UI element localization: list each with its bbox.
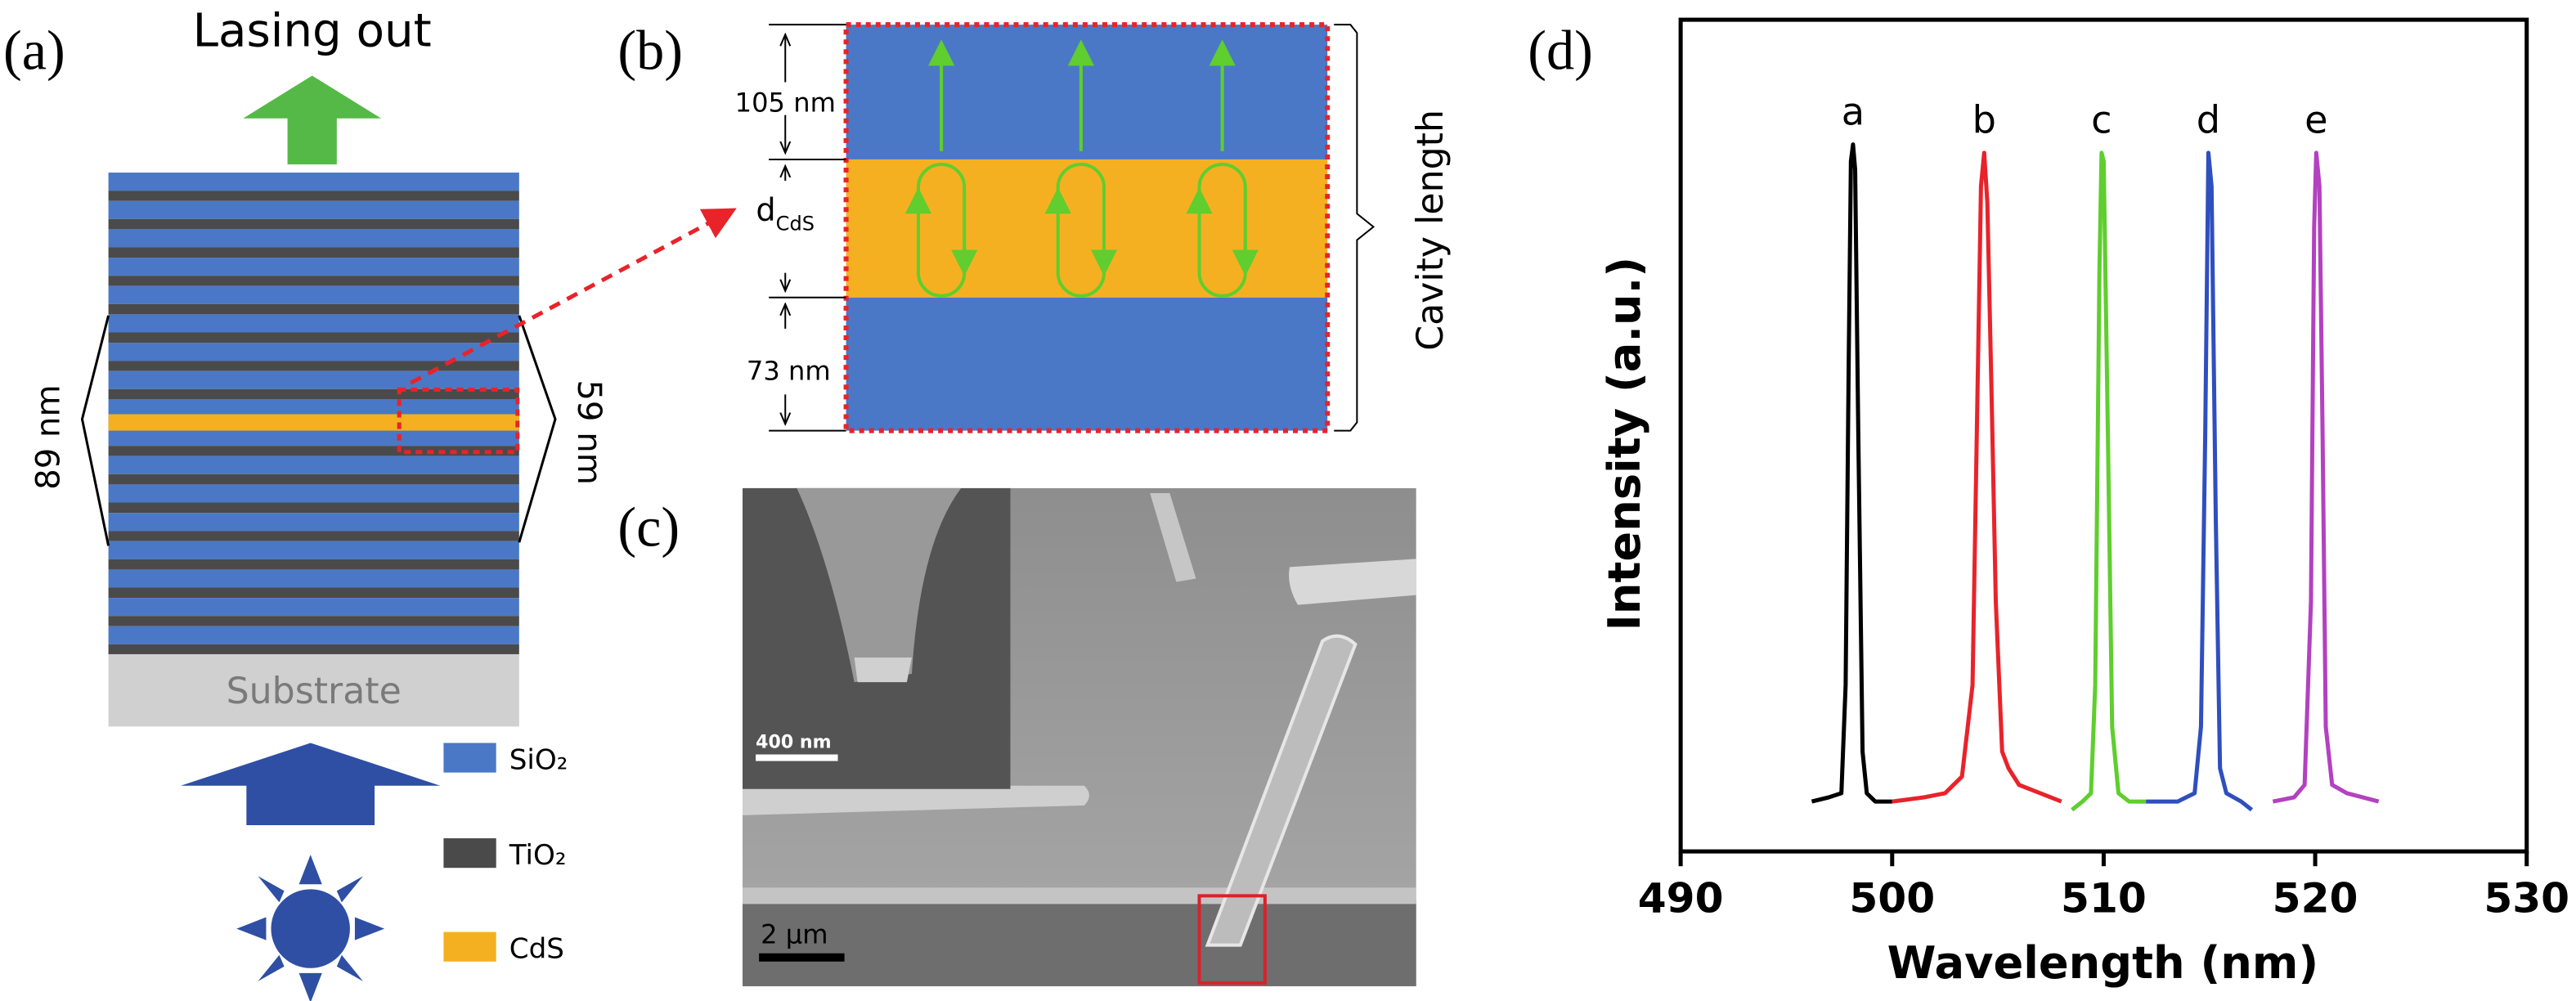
sio2-layer [108, 173, 519, 191]
sio2-layer [108, 399, 519, 418]
sio2-layer [108, 343, 519, 361]
x-tick-label: 530 [2484, 873, 2569, 922]
tio2-layer [108, 446, 519, 456]
sio2-layer [108, 513, 519, 532]
sio2-layer [108, 200, 519, 219]
legend-swatch [443, 838, 496, 869]
sio2-layer [846, 25, 1328, 159]
thickness-label: 73 nm [747, 355, 831, 386]
tio2-layer [108, 191, 519, 201]
dimension-lines [769, 24, 1376, 432]
mode-loop [1197, 162, 1247, 298]
tio2-layer [108, 276, 519, 286]
plot: 490 500 510 520 530 a b c d e [1638, 90, 2569, 922]
sio2-layer [108, 258, 519, 276]
sem-image [743, 487, 1416, 986]
plot-frame [1678, 17, 2529, 854]
sio2-layer [108, 370, 519, 389]
spectrum-line [2071, 150, 2147, 812]
spectrum-line [2146, 150, 2254, 812]
thickness-label: 105 nm [735, 88, 836, 119]
d-symbol: d [756, 192, 775, 228]
zoom-box [397, 387, 520, 455]
d-subscript: CdS [776, 212, 815, 235]
spectrum-line [2272, 150, 2380, 804]
tio2-layer [108, 502, 519, 514]
series-label: d [2197, 98, 2220, 142]
sio2-layer [108, 314, 519, 333]
sio2-layer [108, 285, 519, 304]
sio2-layer [108, 456, 519, 474]
panel-label: (a) [3, 19, 65, 81]
lasing-arrow [243, 75, 382, 164]
bracket [518, 315, 557, 543]
tio2-layer [108, 587, 519, 599]
sio2-layer [108, 484, 519, 503]
mode-loop [1056, 162, 1106, 298]
tio2-layer [108, 332, 519, 343]
legend-label: SiO₂ [509, 744, 568, 777]
sio2-layer [108, 428, 519, 447]
tio2-layer [108, 559, 519, 570]
zoom-frame [843, 22, 1331, 433]
panel-label: (d) [1528, 19, 1593, 81]
cavity-label: Cavity length [1410, 110, 1452, 351]
panel-label: (b) [617, 19, 683, 81]
sio2-layer [108, 229, 519, 248]
bracket [80, 315, 110, 546]
tio2-layer [108, 303, 519, 315]
tio2-layer [108, 531, 519, 541]
series-label: b [1972, 98, 1996, 142]
sun-icon [236, 855, 385, 1001]
x-tick-label: 500 [1849, 873, 1935, 922]
zoom-arrow [410, 208, 737, 385]
x-tick-label: 510 [2061, 873, 2147, 922]
mode-loop [916, 162, 967, 298]
y-axis-label: Intensity (a.u.) [1599, 257, 1650, 631]
legend-label: CdS [509, 933, 564, 966]
spectrum-line [1811, 142, 1892, 804]
x-tick-label: 520 [2273, 873, 2358, 922]
layer-stack [108, 173, 519, 655]
spectrum-line [1892, 150, 2062, 804]
x-tick-label: 490 [1638, 873, 1724, 922]
series-label: c [2091, 98, 2112, 142]
legend-swatch [443, 743, 496, 773]
sio2-layer [846, 297, 1328, 431]
cds-layer [108, 414, 519, 431]
sio2-layer [108, 598, 519, 617]
thickness-label: dCdS [756, 192, 815, 235]
sio2-layer [108, 541, 519, 559]
lasing-label: Lasing out [193, 4, 432, 57]
tio2-layer [108, 616, 519, 626]
sio2-layer [108, 569, 519, 588]
tio2-layer [108, 361, 519, 371]
legend-swatch [443, 931, 496, 962]
thickness-label: 89 nm [29, 384, 67, 490]
tio2-layer [108, 388, 519, 400]
tio2-layer [108, 218, 519, 230]
substrate [108, 653, 519, 727]
x-axis-label: Wavelength (nm) [1887, 937, 2319, 989]
series-label: a [1842, 90, 1865, 134]
pump-arrow [180, 743, 441, 825]
legend-label: TiO₂ [509, 839, 567, 872]
tio2-layer [108, 644, 519, 655]
tio2-layer [108, 247, 519, 258]
panel-label: (c) [617, 496, 680, 558]
thickness-label: 59 nm [570, 379, 608, 485]
substrate-label: Substrate [227, 671, 402, 712]
scale-label: 2 µm [761, 919, 828, 950]
series-label: e [2304, 98, 2327, 142]
sio2-layer [108, 626, 519, 644]
mode-arrows [904, 39, 1259, 298]
tio2-layer [108, 474, 519, 485]
scale-label: 400 nm [756, 731, 832, 752]
